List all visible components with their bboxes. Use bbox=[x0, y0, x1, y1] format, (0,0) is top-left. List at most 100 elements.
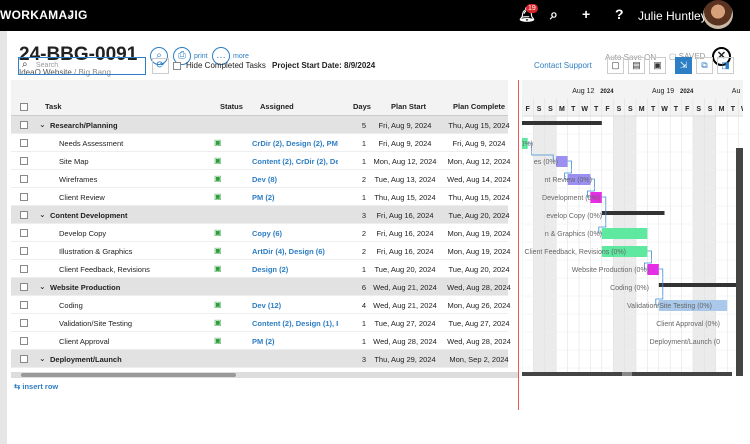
plan-complete[interactable]: Wed, Aug 28, 2024 bbox=[447, 283, 511, 292]
search-icon[interactable]: ⌕ bbox=[550, 6, 558, 22]
summary-row[interactable]: ⌄ Content Development 3 Fri, Aug 16, 2024 Tu… bbox=[11, 206, 510, 224]
task-name[interactable]: Validation/Site Testing bbox=[59, 319, 133, 328]
summary-row[interactable]: ⌄ Website Production 6 Wed, Aug 21, 2024 Wed… bbox=[11, 278, 511, 296]
assigned-resources[interactable]: Dev (8) bbox=[252, 175, 278, 184]
plan-start[interactable]: Thu, Aug 15, 2024 bbox=[374, 193, 436, 202]
row-checkbox[interactable] bbox=[20, 211, 28, 219]
calendar-icon[interactable]: ▣ bbox=[214, 318, 222, 327]
task-name[interactable]: Client Approval bbox=[59, 337, 110, 346]
more-label[interactable]: more bbox=[233, 53, 249, 60]
task-days[interactable]: 1 bbox=[361, 139, 366, 148]
plan-start[interactable]: Tue, Aug 13, 2024 bbox=[374, 175, 436, 184]
more-button[interactable]: … bbox=[212, 47, 230, 65]
task-name[interactable]: Coding bbox=[59, 301, 83, 310]
task-name[interactable]: Client Review bbox=[59, 193, 105, 202]
plan-complete[interactable]: Thu, Aug 15, 2024 bbox=[448, 121, 510, 130]
calendar-icon[interactable]: ▣ bbox=[214, 300, 222, 309]
table-row[interactable]: Client Review ▣ PM (2) 1 Thu, Aug 15, 2024 Th… bbox=[11, 188, 510, 206]
col-days[interactable]: Days bbox=[353, 102, 371, 111]
row-checkbox[interactable] bbox=[20, 337, 28, 345]
assigned-resources[interactable]: PM (2) bbox=[252, 193, 275, 202]
plan-start[interactable]: Fri, Aug 16, 2024 bbox=[376, 247, 434, 256]
plan-complete[interactable]: Tue, Aug 27, 2024 bbox=[448, 319, 510, 328]
avatar[interactable] bbox=[703, 0, 733, 29]
search-circle-button[interactable]: ⌕ bbox=[150, 47, 168, 65]
row-checkbox[interactable] bbox=[20, 157, 28, 165]
table-row[interactable]: Client Feedback, Revisions ▣ Design (2) 1 Tu… bbox=[11, 260, 510, 278]
assigned-resources[interactable]: CrDir (2), Design (2), PM (2) bbox=[252, 139, 338, 148]
row-checkbox[interactable] bbox=[20, 355, 28, 363]
calendar-icon[interactable]: ▣ bbox=[214, 228, 222, 237]
view-calendar-button[interactable]: ▤ bbox=[628, 57, 645, 74]
plan-start[interactable]: Tue, Aug 27, 2024 bbox=[374, 319, 436, 328]
row-checkbox[interactable] bbox=[20, 319, 28, 327]
plus-icon[interactable]: + bbox=[582, 6, 591, 22]
table-row[interactable]: Site Map ▣ Content (2), CrDir (2), Design … bbox=[11, 152, 510, 170]
row-checkbox[interactable] bbox=[20, 247, 28, 255]
brand-logo[interactable]: WORKAMAJIG bbox=[0, 8, 88, 22]
summary-row[interactable]: ⌄ Research/Planning 5 Fri, Aug 9, 2024 Thu, … bbox=[11, 116, 510, 134]
plan-complete[interactable]: Tue, Aug 20, 2024 bbox=[448, 211, 510, 220]
assigned-resources[interactable]: Content (2), CrDir (2), Design (2) bbox=[252, 157, 338, 166]
task-days[interactable]: 5 bbox=[361, 121, 366, 130]
plan-complete[interactable]: Mon, Aug 26, 2024 bbox=[447, 301, 511, 310]
grid-scrollbar[interactable] bbox=[11, 372, 518, 378]
plan-start[interactable]: Fri, Aug 16, 2024 bbox=[376, 229, 434, 238]
search-input[interactable]: Search bbox=[18, 57, 146, 75]
calendar-icon[interactable]: ▣ bbox=[214, 246, 222, 255]
plan-start[interactable]: Fri, Aug 9, 2024 bbox=[378, 121, 432, 130]
plan-start[interactable]: Wed, Aug 21, 2024 bbox=[373, 301, 437, 310]
task-name[interactable]: Needs Assessment bbox=[59, 139, 124, 148]
calendar-icon[interactable]: ▣ bbox=[214, 156, 222, 165]
task-days[interactable]: 4 bbox=[361, 301, 366, 310]
row-checkbox[interactable] bbox=[20, 175, 28, 183]
assigned-resources[interactable]: Design (2) bbox=[252, 265, 289, 274]
view-gantt-button[interactable]: ⇲ bbox=[675, 57, 692, 74]
table-row[interactable]: Needs Assessment ▣ CrDir (2), Design (2), … bbox=[11, 134, 508, 152]
task-days[interactable]: 1 bbox=[361, 193, 366, 202]
task-days[interactable]: 1 bbox=[361, 265, 366, 274]
col-assigned[interactable]: Assigned bbox=[260, 102, 294, 111]
help-icon[interactable]: ? bbox=[615, 6, 624, 22]
task-days[interactable]: 1 bbox=[361, 319, 366, 328]
scroll-thumb[interactable] bbox=[21, 373, 236, 377]
task-name[interactable]: Site Map bbox=[59, 157, 89, 166]
calendar-icon[interactable]: ▣ bbox=[214, 336, 222, 345]
task-days[interactable]: 3 bbox=[361, 355, 366, 364]
task-name[interactable]: Website Production bbox=[50, 283, 121, 292]
row-checkbox[interactable] bbox=[20, 301, 28, 309]
plan-complete[interactable]: Mon, Aug 19, 2024 bbox=[447, 229, 511, 238]
plan-start[interactable]: Wed, Aug 28, 2024 bbox=[373, 337, 437, 346]
chevron-down-icon[interactable]: ⌄ bbox=[39, 354, 46, 363]
plan-complete[interactable]: Wed, Aug 28, 2024 bbox=[447, 337, 511, 346]
task-name[interactable]: Research/Planning bbox=[50, 121, 118, 130]
plan-start[interactable]: Fri, Aug 9, 2024 bbox=[378, 139, 432, 148]
calendar-icon[interactable]: ▣ bbox=[214, 138, 222, 147]
contact-support-link[interactable]: Contact Support bbox=[534, 61, 592, 70]
assigned-resources[interactable]: Copy (6) bbox=[252, 229, 282, 238]
calendar-icon[interactable]: ▣ bbox=[214, 174, 222, 183]
plan-complete[interactable]: Fri, Aug 9, 2024 bbox=[452, 139, 506, 148]
table-row[interactable]: Wireframes ▣ Dev (8) 2 Tue, Aug 13, 2024 Wed,… bbox=[11, 170, 511, 188]
table-row[interactable]: Develop Copy ▣ Copy (6) 2 Fri, Aug 16, 2024 M… bbox=[11, 224, 510, 242]
plan-complete[interactable]: Mon, Aug 19, 2024 bbox=[447, 247, 511, 256]
col-status[interactable]: Status bbox=[220, 102, 243, 111]
task-name[interactable]: Deployment/Launch bbox=[50, 355, 122, 364]
chevron-down-icon[interactable]: ⌄ bbox=[39, 210, 46, 219]
task-days[interactable]: 3 bbox=[361, 211, 366, 220]
print-label[interactable]: print bbox=[194, 53, 208, 60]
plan-start[interactable]: Tue, Aug 20, 2024 bbox=[374, 265, 436, 274]
table-row[interactable]: Coding ▣ Dev (12) 4 Wed, Aug 21, 2024 Mon, Au… bbox=[11, 296, 510, 314]
view-board-button[interactable]: ▣ bbox=[649, 57, 666, 74]
task-name[interactable]: Develop Copy bbox=[59, 229, 107, 238]
task-days[interactable]: 1 bbox=[361, 157, 366, 166]
summary-row[interactable]: ⌄ Deployment/Launch 3 Thu, Aug 29, 2024 Mon,… bbox=[11, 350, 509, 368]
task-days[interactable]: 2 bbox=[361, 247, 366, 256]
task-days[interactable]: 2 bbox=[361, 229, 366, 238]
view-split-button[interactable]: ⧉ bbox=[696, 57, 713, 74]
assigned-resources[interactable]: Content (2), Design (1), PM (1) bbox=[252, 319, 338, 328]
task-days[interactable]: 2 bbox=[361, 175, 366, 184]
row-checkbox[interactable] bbox=[20, 121, 28, 129]
row-checkbox[interactable] bbox=[20, 283, 28, 291]
col-task[interactable]: Task bbox=[45, 102, 62, 111]
